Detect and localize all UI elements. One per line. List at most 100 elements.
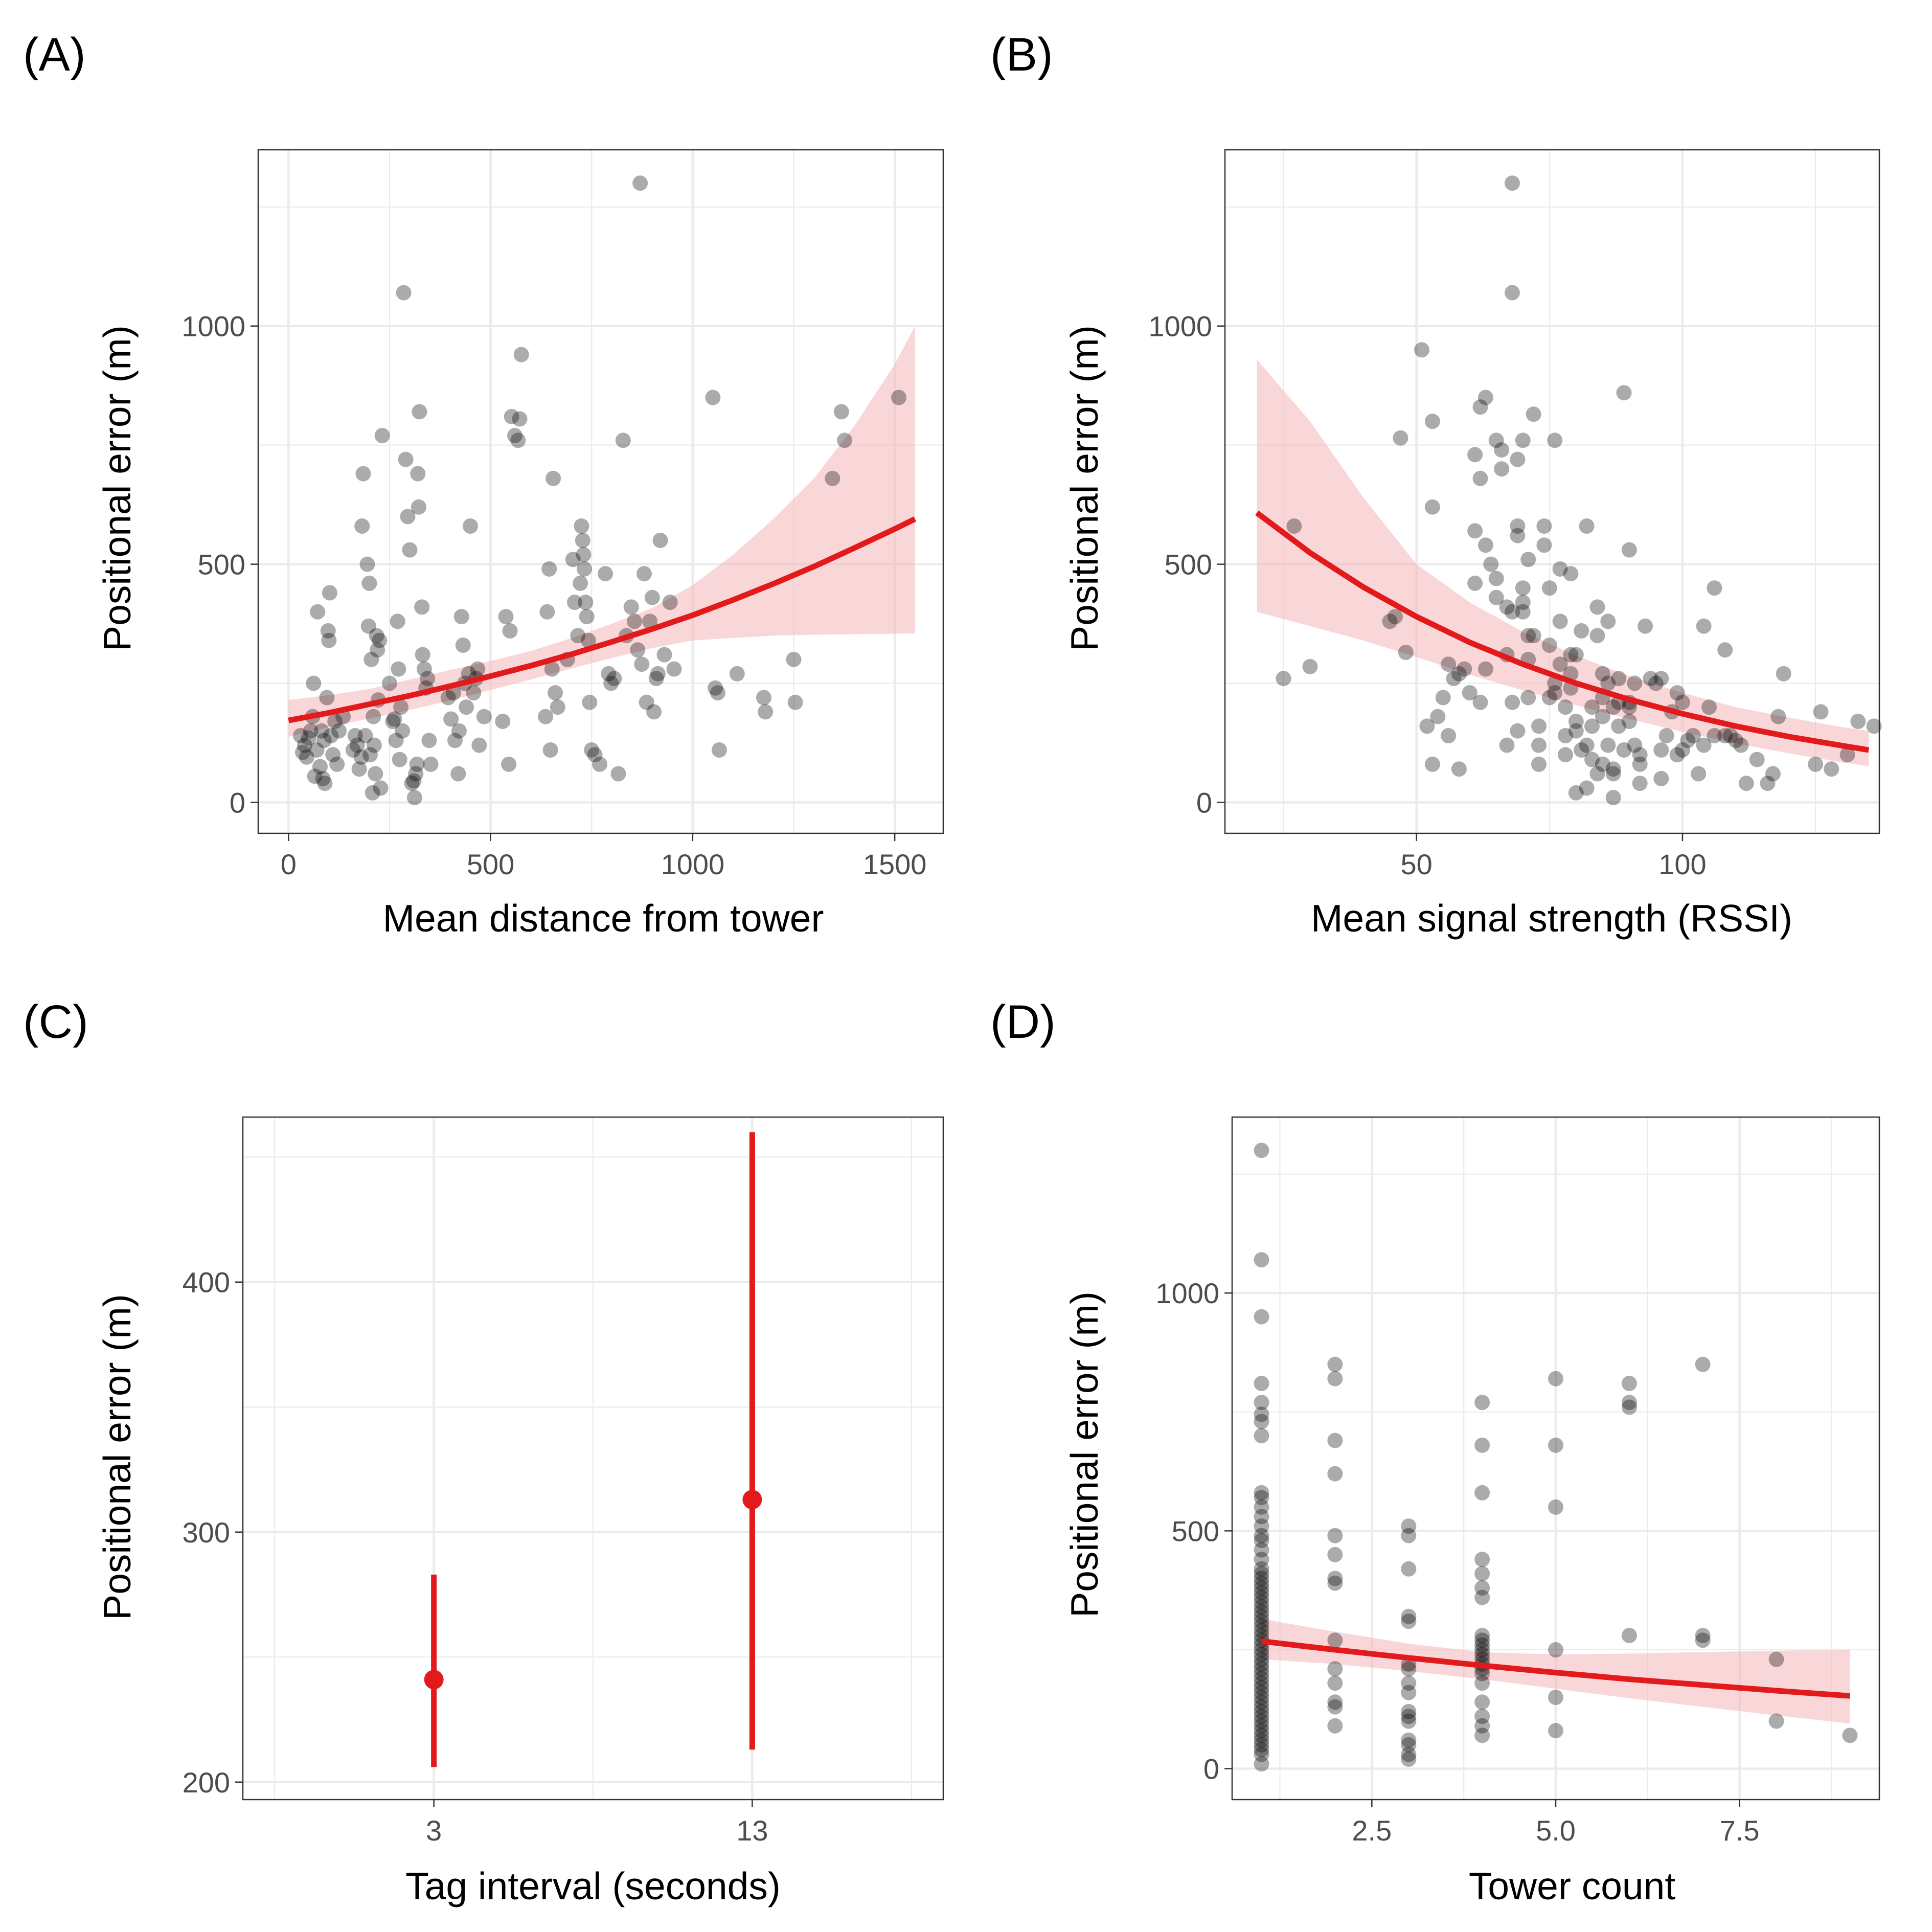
- data-point: [387, 711, 402, 727]
- data-point: [1568, 723, 1584, 739]
- x-tick-label-c: 3: [426, 1814, 442, 1847]
- data-point: [1327, 1433, 1343, 1448]
- x-tick-label-c: 13: [736, 1814, 768, 1847]
- data-point: [373, 780, 389, 796]
- x-tick-label-b: 50: [1400, 848, 1432, 880]
- data-point: [409, 756, 425, 772]
- data-point: [1505, 604, 1520, 620]
- data-point: [366, 737, 382, 753]
- data-point: [542, 742, 558, 758]
- data-point: [550, 699, 565, 715]
- data-point: [360, 618, 376, 634]
- data-point: [1600, 613, 1616, 629]
- data-point: [1695, 1632, 1711, 1648]
- data-point: [1839, 747, 1855, 763]
- data-point: [1548, 1723, 1563, 1739]
- data-point: [1254, 1618, 1269, 1634]
- data-point: [1621, 1628, 1637, 1643]
- data-point: [729, 666, 745, 681]
- data-point: [461, 666, 476, 681]
- data-point: [1621, 1395, 1637, 1411]
- data-point: [1488, 571, 1504, 586]
- data-point: [1589, 766, 1605, 782]
- data-point: [1327, 1661, 1343, 1677]
- data-point: [1680, 733, 1696, 748]
- data-point: [1696, 737, 1712, 753]
- fit-line-b: [1255, 510, 1870, 753]
- data-point: [1541, 580, 1557, 596]
- data-point: [538, 709, 554, 724]
- data-point: [1605, 699, 1621, 715]
- data-point: [1327, 1528, 1343, 1543]
- data-point: [1584, 718, 1600, 734]
- data-point: [317, 776, 333, 791]
- data-point: [1467, 575, 1483, 591]
- data-point: [1488, 433, 1504, 448]
- data-point: [1552, 613, 1568, 629]
- data-point: [1254, 1685, 1269, 1700]
- data-point: [1327, 1699, 1343, 1715]
- data-point: [656, 647, 672, 663]
- data-point: [1648, 675, 1664, 691]
- data-point: [1254, 1533, 1269, 1548]
- data-point: [1401, 1732, 1417, 1748]
- data-point: [345, 742, 361, 758]
- data-point: [1472, 399, 1488, 415]
- data-point: [567, 595, 582, 610]
- data-point: [1627, 737, 1643, 753]
- y-tick-label-b: 0: [1196, 786, 1212, 819]
- data-point: [414, 599, 430, 615]
- data-point: [390, 613, 405, 629]
- data-point: [1254, 1599, 1269, 1615]
- data-point: [1254, 1518, 1269, 1534]
- data-point: [1595, 709, 1610, 724]
- data-point: [1595, 756, 1610, 772]
- data-point: [1474, 1437, 1490, 1453]
- data-point: [385, 714, 401, 729]
- data-point: [1520, 690, 1536, 706]
- data-point: [463, 518, 478, 534]
- data-point: [1548, 1642, 1563, 1657]
- data-point: [601, 666, 617, 681]
- data-point: [1621, 714, 1637, 729]
- data-point: [1850, 714, 1866, 729]
- data-point: [1254, 1509, 1269, 1525]
- y-tick-label-c: 300: [183, 1516, 230, 1549]
- data-point: [1327, 1356, 1343, 1372]
- data-point: [1632, 756, 1648, 772]
- data-point: [1401, 1737, 1417, 1753]
- data-point: [470, 661, 486, 677]
- data-point: [1627, 675, 1643, 691]
- data-point: [370, 642, 385, 658]
- estimates-c: [424, 1132, 762, 1767]
- data-point: [459, 699, 474, 715]
- data-point: [319, 690, 335, 706]
- data-point: [1401, 1703, 1417, 1719]
- data-point: [1842, 1728, 1858, 1743]
- data-point: [1327, 1571, 1343, 1586]
- data-point: [1600, 675, 1616, 691]
- data-point: [1653, 671, 1669, 687]
- data-point: [1541, 638, 1557, 653]
- ci-ribbon-a: [288, 326, 915, 737]
- data-point: [1589, 628, 1605, 644]
- data-point: [297, 737, 312, 753]
- data-point: [708, 680, 723, 696]
- data-point: [1616, 385, 1632, 401]
- data-point: [891, 390, 906, 405]
- data-point: [639, 694, 654, 710]
- data-point: [1472, 694, 1488, 710]
- data-point: [1717, 728, 1733, 743]
- data-point: [1254, 1542, 1269, 1558]
- data-point: [1574, 742, 1589, 758]
- data-point: [539, 604, 555, 620]
- data-point: [1401, 1528, 1417, 1543]
- data-point: [1401, 1713, 1417, 1729]
- data-point: [833, 404, 849, 420]
- data-point: [1474, 1580, 1490, 1596]
- x-tick-label-a: 500: [467, 848, 514, 880]
- data-point: [1254, 1709, 1269, 1724]
- data-point: [321, 632, 337, 648]
- data-point: [662, 595, 678, 610]
